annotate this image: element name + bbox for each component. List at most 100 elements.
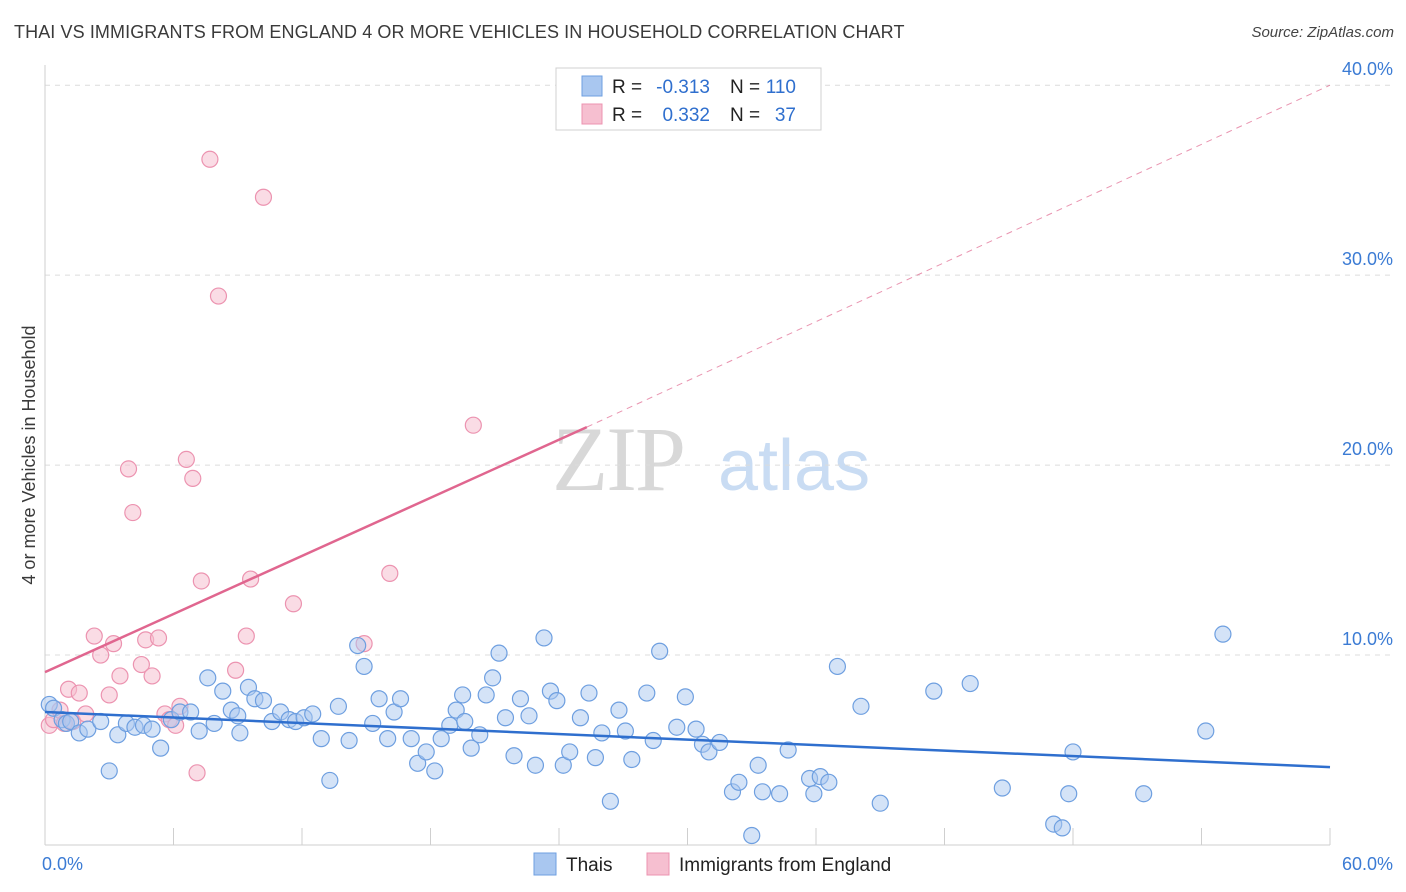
thais-point <box>925 682 943 700</box>
y-tick-label: 40.0% <box>1342 59 1393 79</box>
thais-point <box>432 730 450 748</box>
thais-point <box>1060 785 1078 803</box>
watermark-zip: ZIP <box>552 408 684 510</box>
thais-point <box>490 644 508 662</box>
legend-england-label: Immigrants from England <box>679 855 891 876</box>
thais-point <box>749 756 767 774</box>
thais-point <box>610 701 628 719</box>
row1-r-value: -0.313 <box>656 77 710 98</box>
england-point <box>381 564 399 582</box>
chart-title: THAI VS IMMIGRANTS FROM ENGLAND 4 OR MOR… <box>14 22 905 42</box>
thais-point <box>391 690 410 708</box>
thais-point <box>254 692 273 710</box>
row2-r-value: 0.332 <box>662 105 710 126</box>
y-axis-label: 4 or more Vehicles in Household <box>19 325 39 584</box>
thais-point <box>312 730 330 748</box>
england-point <box>201 150 219 168</box>
thais-point <box>961 674 979 693</box>
thais-point <box>484 669 502 687</box>
thais-point <box>852 697 870 715</box>
england-point <box>184 469 202 487</box>
thais-point <box>79 720 97 738</box>
england-point <box>237 627 255 645</box>
england-point <box>149 629 168 647</box>
row1-n-value: 110 <box>766 77 796 98</box>
thais-point <box>370 690 388 708</box>
thais-point <box>454 686 472 704</box>
y-tick-label: 20.0% <box>1342 439 1393 459</box>
thais-point <box>687 720 705 738</box>
england-point <box>85 627 103 645</box>
england-point <box>254 188 273 206</box>
source-credit: Source: ZipAtlas.com <box>1251 24 1394 41</box>
england-trend-extension <box>586 84 1331 428</box>
england-point <box>192 572 210 590</box>
x-tick-label: 0.0% <box>42 854 83 874</box>
thais-point <box>526 756 545 774</box>
thais-point <box>535 629 553 647</box>
thais-point <box>520 707 538 725</box>
england-point <box>132 655 150 674</box>
england-points <box>40 150 482 782</box>
series-legend: Thais Immigrants from England <box>533 852 891 876</box>
england-point <box>111 667 129 685</box>
thais-point <box>426 762 444 780</box>
thais-point <box>548 692 566 710</box>
thais-point <box>730 773 748 791</box>
thais-point <box>190 722 208 740</box>
thais-point <box>676 688 694 706</box>
thais-point <box>100 762 118 780</box>
england-point <box>100 686 118 704</box>
thais-point <box>580 684 598 702</box>
thais-point <box>743 826 761 845</box>
legend-thais-label: Thais <box>566 855 612 876</box>
england-point <box>124 503 142 522</box>
england-trend-line <box>44 425 588 674</box>
england-point <box>209 287 228 305</box>
thais-point <box>441 716 459 734</box>
row1-n-label: N = <box>730 77 760 98</box>
thais-point <box>109 726 127 744</box>
thais-point <box>1197 722 1215 740</box>
thais-point <box>92 712 110 731</box>
thais-point <box>601 792 620 810</box>
y-tick-label: 10.0% <box>1342 629 1393 649</box>
x-tick-label: 60.0% <box>1342 854 1393 874</box>
thais-point <box>638 684 656 702</box>
thais-point <box>828 657 847 676</box>
legend-thais-swatch <box>533 852 557 876</box>
thais-point <box>700 743 718 761</box>
thais-point <box>505 747 523 765</box>
thais-point <box>402 730 420 748</box>
thais-point <box>349 636 367 655</box>
thais-point <box>477 686 495 704</box>
thais-point <box>447 701 465 719</box>
thais-point <box>805 785 823 803</box>
thais-point <box>182 703 200 721</box>
thais-point <box>616 722 634 740</box>
thais-points <box>40 625 1232 845</box>
grid-layer <box>45 84 1395 656</box>
thais-point <box>593 724 611 742</box>
thais-point <box>770 785 789 803</box>
england-point <box>188 764 206 782</box>
thais-point <box>379 730 397 748</box>
thais-swatch <box>581 75 603 97</box>
legend-england-swatch <box>646 852 670 876</box>
trend-layer <box>44 84 1331 769</box>
thais-point <box>753 783 772 801</box>
thais-point <box>340 731 358 750</box>
thais-point <box>668 718 686 736</box>
row2-n-label: N = <box>730 105 760 126</box>
thais-point <box>1214 625 1232 643</box>
thais-point <box>586 749 605 767</box>
thais-point <box>329 697 348 715</box>
row1-r-label: R = <box>612 77 642 98</box>
thais-point <box>231 724 249 742</box>
thais-point <box>496 709 515 727</box>
stats-legend: R = -0.313 N = 110 R = 0.332 N = 37 <box>555 67 822 131</box>
thais-point <box>321 771 339 790</box>
england-point <box>464 416 482 434</box>
thais-point <box>644 731 662 750</box>
england-point <box>119 460 138 478</box>
